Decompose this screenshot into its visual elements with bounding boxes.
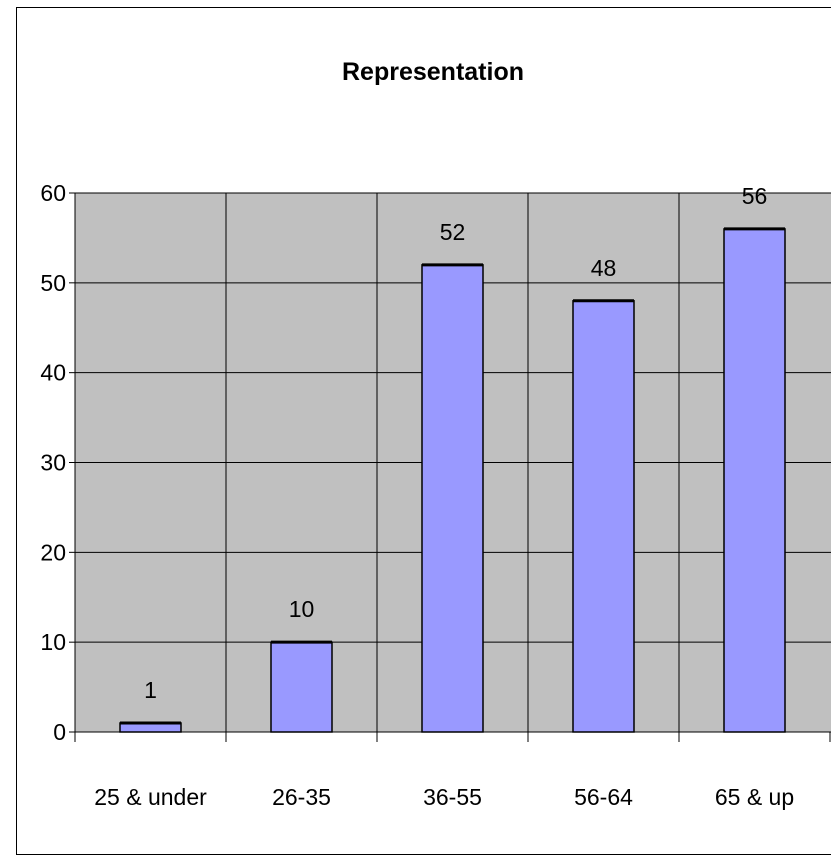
data-label: 56 bbox=[742, 183, 768, 209]
bar-5 bbox=[723, 228, 786, 733]
data-label: 10 bbox=[289, 596, 315, 622]
x-category-label: 26-35 bbox=[272, 784, 331, 810]
y-tick-label: 0 bbox=[53, 719, 66, 745]
data-label: 1 bbox=[144, 677, 157, 703]
bar-3 bbox=[421, 264, 484, 733]
y-tick-label: 60 bbox=[40, 180, 66, 206]
x-category-label: 25 & under bbox=[94, 784, 207, 810]
y-tick-label: 10 bbox=[40, 629, 66, 655]
y-tick-label: 20 bbox=[40, 539, 66, 565]
bar-4 bbox=[572, 300, 635, 733]
x-category-label: 56-64 bbox=[574, 784, 633, 810]
data-label: 52 bbox=[440, 219, 466, 245]
bar-2 bbox=[270, 641, 333, 733]
data-label: 48 bbox=[591, 255, 617, 281]
y-tick-label: 50 bbox=[40, 270, 66, 296]
x-category-label: 65 & up bbox=[715, 784, 794, 810]
chart-title: Representation bbox=[342, 58, 524, 86]
y-tick-label: 30 bbox=[40, 450, 66, 476]
y-tick-label: 40 bbox=[40, 360, 66, 386]
x-category-label: 36-55 bbox=[423, 784, 482, 810]
plot-area: 0 10 20 30 40 50 60 1 25 & under 10 26-35 52 36-55 48… bbox=[40, 180, 831, 810]
